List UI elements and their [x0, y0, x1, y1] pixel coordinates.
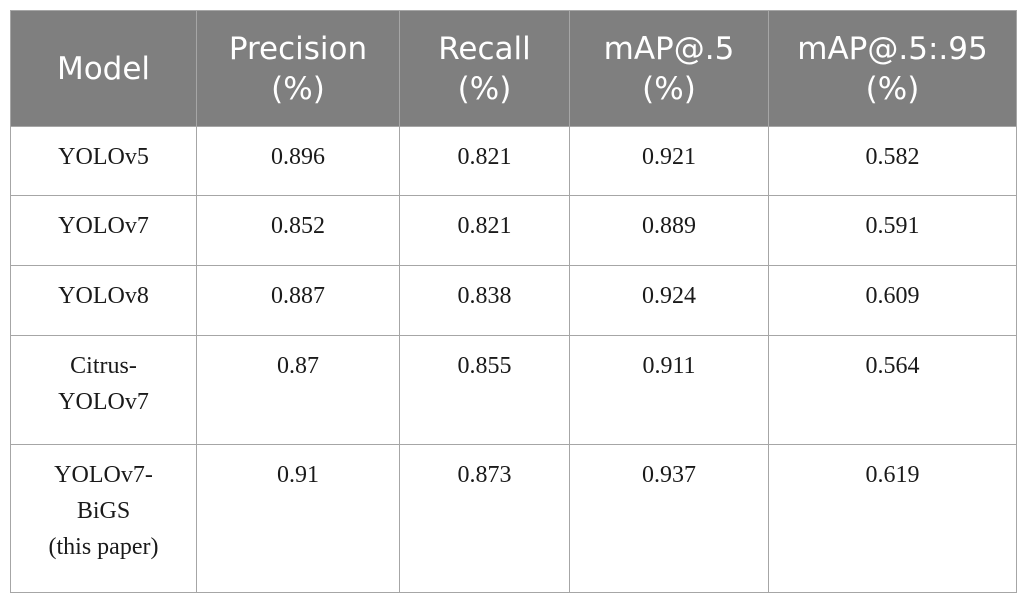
header-recall-unit: (%)	[457, 70, 512, 107]
cell-precision: 0.87	[196, 335, 400, 445]
cell-model-line: BiGS	[76, 498, 131, 524]
cell-map50-95: 0.609	[768, 265, 1017, 336]
cell-map50-95: 0.591	[768, 195, 1017, 266]
cell-precision: 0.887	[196, 265, 400, 336]
cell-map50-95: 0.582	[768, 126, 1017, 196]
header-recall-line: Recall	[438, 30, 531, 67]
header-recall: Recall (%)	[399, 10, 570, 127]
cell-map50-95: 0.564	[768, 335, 1017, 445]
cell-recall: 0.838	[399, 265, 570, 336]
cell-model-line: YOLOv7	[58, 389, 149, 415]
header-map50-line: mAP@.5	[603, 30, 735, 67]
cell-recall: 0.821	[399, 126, 570, 196]
header-map50-95: mAP@.5:.95 (%)	[768, 10, 1017, 127]
cell-model-line: YOLOv7	[58, 213, 149, 239]
header-map50-95-unit: (%)	[865, 70, 920, 107]
cell-map50: 0.911	[569, 335, 769, 445]
cell-recall: 0.855	[399, 335, 570, 445]
cell-map50: 0.889	[569, 195, 769, 266]
table-row: YOLOv7- BiGS (this paper) 0.91 0.873 0.9…	[10, 444, 1017, 593]
table-row: YOLOv8 0.887 0.838 0.924 0.609	[10, 265, 1017, 336]
cell-precision: 0.896	[196, 126, 400, 196]
header-map50-95-line: mAP@.5:.95	[797, 30, 988, 67]
cell-recall: 0.873	[399, 444, 570, 593]
cell-model: YOLOv8	[10, 265, 197, 336]
table-row: YOLOv5 0.896 0.821 0.921 0.582	[10, 126, 1017, 196]
header-map50: mAP@.5 (%)	[569, 10, 769, 127]
header-row: Model Precision (%) Recall (%) mAP@.5 (%…	[10, 10, 1017, 127]
cell-recall: 0.821	[399, 195, 570, 266]
table-row: Citrus- YOLOv7 0.87 0.855 0.911 0.564	[10, 335, 1017, 445]
cell-model: YOLOv5	[10, 126, 197, 196]
header-precision: Precision (%)	[196, 10, 400, 127]
cell-model-line: YOLOv7-	[54, 462, 153, 488]
cell-model-line: (this paper)	[48, 534, 159, 560]
cell-model: Citrus- YOLOv7	[10, 335, 197, 445]
header-model: Model	[10, 10, 197, 127]
header-model-line: Model	[56, 50, 151, 87]
cell-model-line: YOLOv5	[58, 144, 149, 170]
cell-model: YOLOv7- BiGS (this paper)	[10, 444, 197, 593]
header-precision-unit: (%)	[271, 70, 325, 107]
results-table: Model Precision (%) Recall (%) mAP@.5 (%…	[10, 10, 1017, 593]
table-row: YOLOv7 0.852 0.821 0.889 0.591	[10, 195, 1017, 266]
cell-model-line: YOLOv8	[58, 283, 149, 309]
cell-model-line: Citrus-	[70, 353, 137, 379]
cell-map50: 0.921	[569, 126, 769, 196]
header-map50-unit: (%)	[642, 70, 696, 107]
cell-map50-95: 0.619	[768, 444, 1017, 593]
header-precision-line: Precision	[228, 30, 368, 67]
cell-model: YOLOv7	[10, 195, 197, 266]
cell-precision: 0.91	[196, 444, 400, 593]
cell-map50: 0.937	[569, 444, 769, 593]
cell-map50: 0.924	[569, 265, 769, 336]
cell-precision: 0.852	[196, 195, 400, 266]
